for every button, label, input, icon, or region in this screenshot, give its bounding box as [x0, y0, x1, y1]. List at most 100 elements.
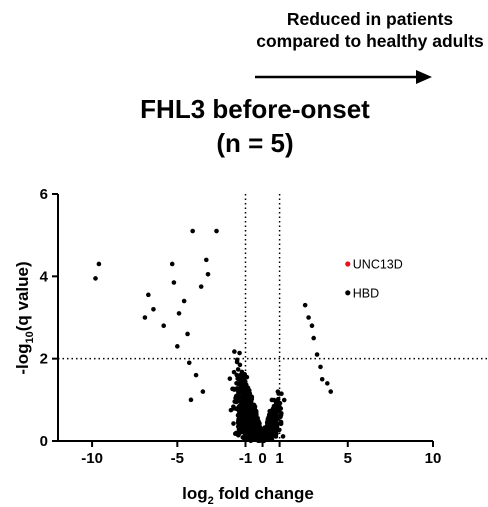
- data-point: [231, 421, 236, 426]
- chart-title-line-1: FHL3 before-onset: [140, 94, 370, 124]
- x-tick-label: 1: [275, 450, 283, 467]
- data-point: [245, 435, 251, 441]
- y-tick-label: 6: [40, 186, 48, 203]
- data-point: [265, 424, 270, 429]
- data-point: [231, 406, 237, 411]
- data-point: [237, 397, 243, 403]
- data-point: [311, 335, 316, 341]
- x-tick-label: 5: [344, 450, 352, 467]
- data-point: [267, 408, 273, 414]
- highlight-label: HBD: [353, 286, 379, 300]
- data-point: [235, 367, 241, 372]
- data-point: [233, 399, 239, 405]
- data-point: [142, 315, 148, 320]
- data-point: [171, 280, 177, 285]
- data-point: [96, 261, 102, 267]
- data-point: [253, 427, 258, 432]
- data-point: [151, 306, 156, 312]
- data-point: [93, 276, 98, 281]
- data-point: [271, 403, 277, 409]
- data-point: [240, 379, 246, 385]
- data-point: [146, 292, 151, 298]
- data-point: [271, 423, 277, 428]
- data-point: [251, 409, 256, 414]
- data-point: [248, 431, 254, 436]
- x-tick-label: -10: [81, 450, 103, 467]
- data-point: [281, 397, 287, 403]
- x-axis-label: log2 fold change: [182, 484, 314, 507]
- chart-title-line-2: (n = 5): [216, 128, 294, 158]
- data-point: [246, 422, 251, 428]
- data-point: [214, 228, 219, 234]
- data-point: [227, 376, 233, 381]
- data-point: [278, 410, 284, 416]
- data-point: [278, 406, 284, 411]
- y-tick-label: 4: [40, 268, 49, 285]
- annotation-line-1: Reduced in patients: [286, 9, 454, 29]
- data-point: [181, 298, 187, 304]
- data-point: [325, 381, 330, 386]
- highlight-point: [345, 290, 351, 296]
- data-point: [268, 432, 274, 438]
- data-point: [302, 302, 308, 308]
- data-point: [318, 364, 323, 370]
- y-tick-label: 2: [40, 351, 48, 368]
- data-point: [236, 427, 242, 432]
- x-tick-label: -1: [239, 450, 252, 467]
- data-point: [186, 360, 192, 366]
- data-point: [235, 376, 240, 381]
- data-point: [247, 393, 253, 399]
- data-point: [234, 357, 240, 363]
- data-point: [240, 387, 246, 392]
- data-point: [309, 323, 315, 329]
- highlight-point: [345, 261, 351, 267]
- data-point: [271, 397, 277, 403]
- data-point: [306, 315, 311, 320]
- data-point: [185, 331, 190, 337]
- data-point: [247, 403, 253, 408]
- data-point: [161, 323, 166, 329]
- annotation-text: Reduced in patients compared to healthy …: [235, 8, 488, 52]
- x-tick-label: 0: [258, 450, 266, 467]
- data-point: [203, 257, 209, 263]
- data-point: [237, 362, 243, 368]
- data-point: [258, 435, 263, 440]
- data-point: [269, 416, 275, 422]
- data-point: [175, 344, 180, 349]
- x-tick-label: 10: [425, 450, 442, 467]
- data-point: [234, 380, 239, 386]
- threshold-lines: [58, 194, 488, 441]
- data-point: [205, 271, 211, 277]
- data-point: [319, 376, 325, 382]
- data-points: UNC13D HBD: [93, 228, 403, 444]
- data-point: [235, 405, 241, 411]
- data-point: [251, 421, 257, 427]
- data-point: [243, 405, 248, 411]
- data-point: [190, 228, 195, 234]
- data-point: [188, 397, 194, 403]
- data-point: [236, 386, 241, 392]
- y-axis-label: -log10(q value): [13, 261, 36, 374]
- data-point: [198, 284, 204, 289]
- data-point: [276, 391, 281, 396]
- data-point: [193, 372, 199, 378]
- chart-title: FHL3 before-onset (n = 5): [90, 92, 420, 160]
- data-point: [266, 412, 272, 418]
- data-point: [234, 430, 239, 436]
- data-point: [231, 369, 237, 375]
- data-point: [230, 386, 235, 392]
- y-tick-label: 0: [40, 433, 48, 450]
- data-point: [237, 411, 243, 416]
- data-point: [237, 419, 242, 425]
- data-point: [244, 399, 249, 404]
- highlight-label: UNC13D: [353, 257, 403, 271]
- data-point: [200, 389, 206, 394]
- data-point: [176, 311, 182, 316]
- x-tick-label: -5: [171, 450, 184, 467]
- data-point: [264, 428, 270, 434]
- data-point: [280, 434, 286, 439]
- data-point: [237, 350, 242, 356]
- annotation-arrow-head: [416, 70, 432, 84]
